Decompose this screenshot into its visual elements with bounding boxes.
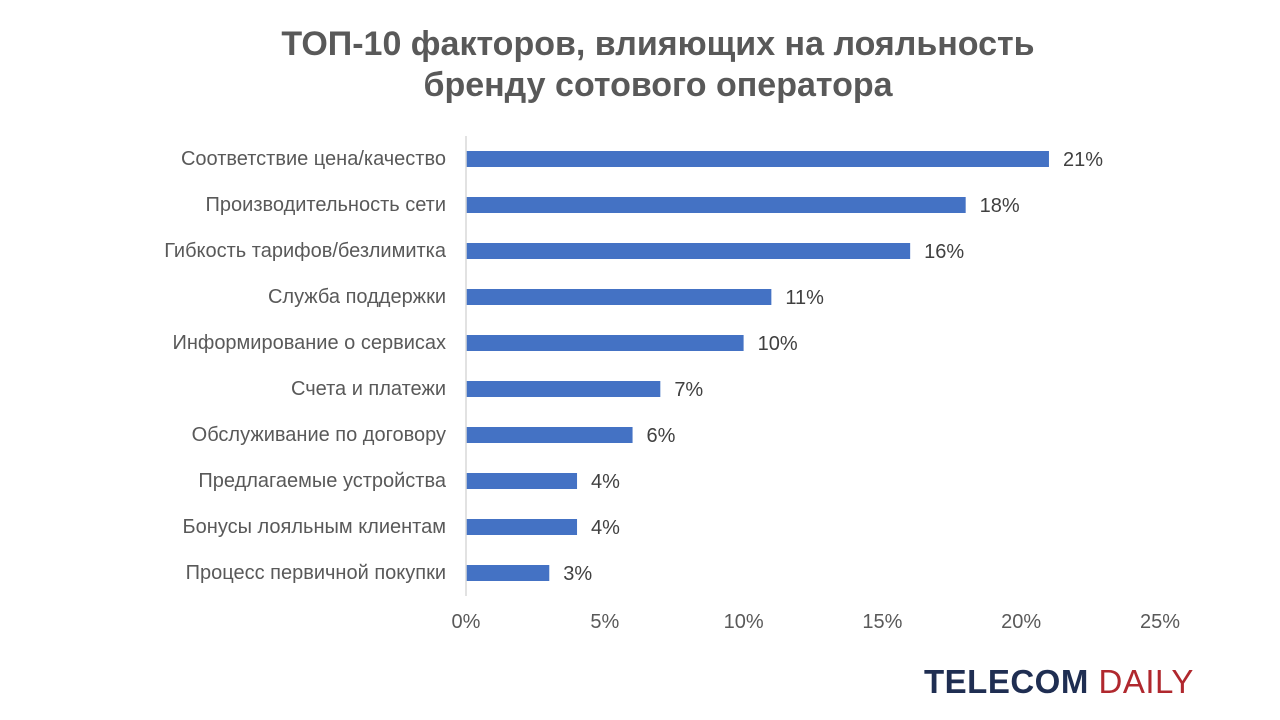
chart-title-line-2: бренду сотового оператора <box>423 66 893 104</box>
bar-1 <box>466 151 1049 167</box>
bar-5 <box>466 335 744 351</box>
category-label-6: Счета и платежи <box>291 378 446 400</box>
category-label-10: Процесс первичной покупки <box>186 562 446 584</box>
value-label-6: 7% <box>674 379 703 401</box>
x-tick-label-2: 5% <box>590 611 619 633</box>
value-label-3: 16% <box>924 241 964 263</box>
bar-9 <box>466 519 578 535</box>
value-label-10: 3% <box>563 563 592 585</box>
category-label-9: Бонусы лояльным клиентам <box>183 516 446 538</box>
category-label-1: Соответствие цена/качество <box>181 148 446 170</box>
value-label-5: 10% <box>758 333 798 355</box>
bar-10 <box>466 565 550 581</box>
x-tick-label-3: 10% <box>724 611 764 633</box>
bar-2 <box>466 197 966 213</box>
logo-text-daily: DAILY <box>1098 663 1194 700</box>
category-label-2: Производительность сети <box>206 194 446 216</box>
x-tick-label-5: 20% <box>1001 611 1041 633</box>
value-label-8: 4% <box>591 471 620 493</box>
logo-text-telecom: TELECOM <box>924 663 1089 700</box>
bars-layer <box>466 151 1049 581</box>
value-label-9: 4% <box>591 517 620 539</box>
category-label-5: Информирование о сервисах <box>172 332 446 354</box>
category-label-7: Обслуживание по договору <box>192 424 446 446</box>
chart-title: ТОП-10 факторов, влияющих на лояльность … <box>0 24 1280 106</box>
value-label-4: 11% <box>785 287 824 309</box>
labels-layer: Соответствие цена/качество 21% Производите… <box>164 148 1180 633</box>
x-tick-label-6: 25% <box>1140 611 1180 633</box>
value-label-7: 6% <box>647 425 676 447</box>
category-label-3: Гибкость тарифов/безлимитка <box>164 240 447 262</box>
telecom-daily-logo: TELECOM DAILY <box>924 662 1194 702</box>
bar-4 <box>466 289 772 305</box>
chart-title-line-1: ТОП-10 факторов, влияющих на лояльность <box>281 25 1035 63</box>
x-tick-label-1: 0% <box>452 611 481 633</box>
bar-8 <box>466 473 578 489</box>
category-label-8: Предлагаемые устройства <box>198 470 446 492</box>
bar-6 <box>466 381 661 397</box>
value-label-2: 18% <box>980 195 1020 217</box>
category-label-4: Служба поддержки <box>268 286 446 308</box>
bar-7 <box>466 427 633 443</box>
x-tick-label-4: 15% <box>862 611 902 633</box>
value-label-1: 21% <box>1063 149 1103 171</box>
bar-3 <box>466 243 911 259</box>
